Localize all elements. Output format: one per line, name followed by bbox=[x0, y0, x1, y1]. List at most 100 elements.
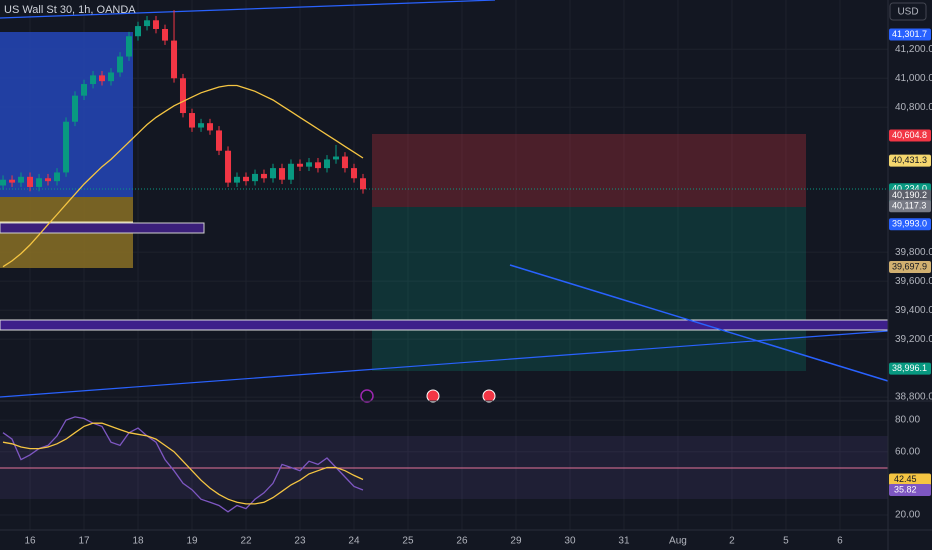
candle-body bbox=[54, 172, 61, 182]
candle-body bbox=[117, 56, 124, 73]
candle-body bbox=[63, 121, 70, 173]
candle-body bbox=[108, 72, 115, 82]
x-tick-label: 6 bbox=[837, 536, 843, 547]
event-icon[interactable] bbox=[426, 389, 440, 403]
candle-body bbox=[206, 123, 213, 131]
candle-body bbox=[179, 78, 186, 114]
candle-body bbox=[125, 36, 132, 57]
price-badge-label: 40,117.3 bbox=[892, 201, 926, 211]
y-tick-label: 80.00 bbox=[895, 415, 920, 426]
rsi-badge-label: 35.82 bbox=[894, 484, 917, 494]
rsi-badge-label: 42.45 bbox=[894, 474, 917, 484]
candle-body bbox=[296, 163, 303, 167]
rsi-badge bbox=[889, 473, 931, 486]
price-badges: 41,301.740,604.840,431.340,234.059:5240,… bbox=[889, 28, 931, 496]
price-badge-label: 40,604.8 bbox=[892, 130, 927, 140]
candle-body bbox=[252, 173, 259, 182]
x-tick-label: 25 bbox=[402, 536, 414, 547]
rsi-badge bbox=[889, 483, 931, 496]
price-badge bbox=[889, 260, 931, 273]
candle-body bbox=[135, 26, 142, 37]
event-icon[interactable] bbox=[482, 389, 496, 403]
candle-body bbox=[162, 28, 169, 41]
candle-body bbox=[98, 75, 105, 82]
y-tick-label: 39,400.0 bbox=[895, 305, 932, 316]
price-badge bbox=[889, 189, 931, 202]
x-tick-label: 22 bbox=[240, 536, 252, 547]
candle-body bbox=[81, 84, 88, 96]
candle-body bbox=[45, 178, 52, 182]
price-badge bbox=[889, 129, 931, 142]
price-badge-label: 39,697.9 bbox=[892, 261, 927, 271]
candle-body bbox=[90, 75, 97, 85]
price-badge-label: 39,993.0 bbox=[892, 219, 927, 229]
rsi-pane bbox=[2, 416, 364, 513]
y-tick-label: 39,800.0 bbox=[895, 247, 932, 258]
price-badge bbox=[889, 362, 931, 375]
price-badge-label: 40,190.2 bbox=[892, 190, 927, 200]
candle-body bbox=[198, 123, 205, 128]
x-tick-label: 30 bbox=[564, 536, 576, 547]
x-tick-label: 23 bbox=[294, 536, 306, 547]
x-tick-label: 16 bbox=[24, 536, 36, 547]
rsi-line bbox=[2, 416, 364, 513]
x-tick-label: 29 bbox=[510, 536, 522, 547]
price-badge bbox=[889, 218, 931, 231]
candle-body bbox=[306, 162, 313, 167]
candle-body bbox=[144, 20, 151, 27]
stop-zone bbox=[372, 134, 806, 207]
candle-body bbox=[350, 168, 357, 179]
x-tick-label: 5 bbox=[783, 536, 789, 547]
x-tick-label: 17 bbox=[78, 536, 90, 547]
symbol-title: US Wall St 30, 1h, OANDA bbox=[4, 4, 136, 16]
candle-body bbox=[9, 179, 16, 183]
price-badge-label: 40,431.3 bbox=[892, 155, 927, 165]
candle-body bbox=[216, 130, 223, 151]
y-tick-label: 20.00 bbox=[895, 510, 920, 521]
y-tick-label: 38,800.0 bbox=[895, 392, 932, 403]
currency-button[interactable] bbox=[889, 2, 927, 21]
candle-body bbox=[36, 178, 43, 187]
price-badge bbox=[889, 154, 931, 167]
currency-label[interactable]: USD bbox=[897, 7, 918, 18]
axes: 41,200.0 41,000.0 40,800.0 39,800.0 39,600.0… bbox=[24, 44, 932, 547]
candle-body bbox=[189, 113, 196, 128]
x-tick-label: 19 bbox=[186, 536, 198, 547]
candle-body bbox=[333, 156, 340, 160]
candle-body bbox=[233, 176, 240, 183]
trend-line bbox=[0, 330, 889, 398]
candle-body bbox=[152, 20, 159, 29]
y-tick-label: 40,800.0 bbox=[895, 102, 932, 113]
price-badge-label: 40,234.0 bbox=[892, 184, 927, 194]
candle-body bbox=[171, 40, 178, 79]
zone-band bbox=[0, 319, 889, 331]
rsi-line bbox=[2, 422, 364, 505]
y-tick-label: 39,600.0 bbox=[895, 276, 932, 287]
y-tick-label: 39,200.0 bbox=[895, 334, 932, 345]
candle-body bbox=[27, 176, 34, 187]
candle-body bbox=[225, 150, 232, 183]
event-icon[interactable] bbox=[360, 389, 374, 403]
candle-body bbox=[243, 176, 250, 182]
price-badge-label: 41,301.7 bbox=[892, 29, 927, 39]
price-pane bbox=[0, 10, 367, 268]
candle-body bbox=[0, 179, 7, 186]
candle-body bbox=[314, 162, 321, 169]
candle-body bbox=[18, 176, 25, 183]
x-tick-label: 18 bbox=[132, 536, 144, 547]
candle-body bbox=[71, 95, 78, 122]
y-tick-label: 41,200.0 bbox=[895, 44, 932, 55]
price-badge bbox=[889, 200, 931, 213]
candle-body bbox=[287, 163, 294, 180]
event-icons bbox=[360, 389, 496, 403]
candle-body bbox=[341, 156, 348, 169]
x-tick-label: 31 bbox=[618, 536, 630, 547]
price-badge bbox=[889, 28, 931, 41]
x-tick-label: Aug bbox=[669, 536, 687, 547]
moving-average bbox=[2, 84, 364, 268]
candle-body bbox=[360, 178, 367, 190]
price-badge-label: 38,996.1 bbox=[892, 363, 927, 373]
